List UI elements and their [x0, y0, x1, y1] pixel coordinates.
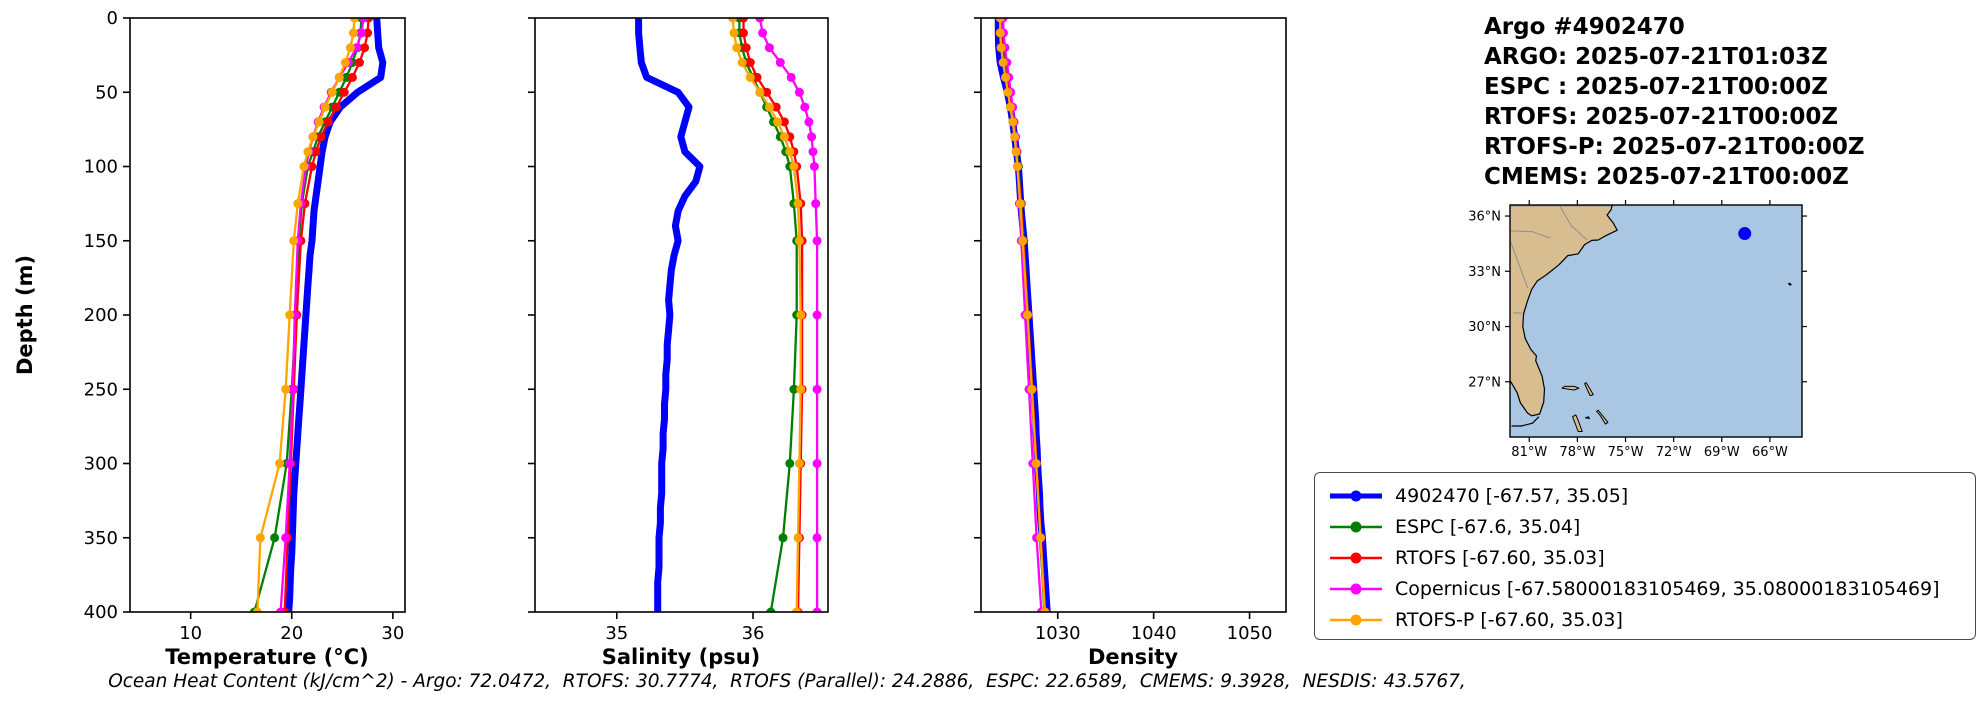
map-island-bahamas: [1596, 409, 1609, 425]
map-lon-tick-label: 81°W: [1511, 445, 1547, 460]
series-markers-RTOFS-P: [728, 18, 806, 612]
y-tick-label: 250: [84, 379, 118, 400]
legend-item: 4902470 [-67.57, 35.05]: [1327, 480, 1975, 511]
y-tick-label: 150: [84, 231, 118, 252]
x-tick-label: 36: [742, 623, 765, 644]
legend-marker-icon: [1330, 490, 1382, 501]
header-line: Argo #4902470: [1484, 14, 1685, 40]
legend-marker-icon: [1330, 583, 1382, 594]
header-line: CMEMS: 2025-07-21T00:00Z: [1484, 164, 1849, 190]
location-map: 36°N 33°N 30°N 27°N 81°W 78°W 75°W 72°W 69°W 66°W: [1468, 200, 1807, 460]
legend-item: ESPC [-67.6, 35.04]: [1327, 511, 1975, 542]
legend-marker-icon: [1330, 521, 1382, 532]
legend-label: RTOFS [-67.60, 35.03]: [1395, 546, 1605, 569]
legend-item: RTOFS [-67.60, 35.03]: [1327, 542, 1975, 573]
x-axis-title-density: Density: [1087, 645, 1179, 669]
y-tick-label: 350: [84, 528, 118, 549]
map-lon-tick-label: 78°W: [1559, 445, 1595, 460]
legend-label: Copernicus [-67.58000183105469, 35.08000…: [1395, 577, 1940, 600]
series-markers-RTOFS-P: [995, 18, 1050, 612]
map-state-border-line: [1513, 312, 1523, 314]
map-lon-tick-label: 75°W: [1608, 445, 1644, 460]
map-lat-tick-label: 30°N: [1468, 320, 1501, 335]
map-lat-tick-label: 36°N: [1468, 210, 1501, 225]
panel-frame: [129, 17, 406, 613]
x-tick-label: 1050: [1227, 623, 1273, 644]
map-lon-tick-label: 69°W: [1704, 445, 1740, 460]
map-island-bahamas: [1584, 416, 1590, 420]
legend-label: RTOFS-P [-67.60, 35.03]: [1395, 608, 1623, 631]
x-tick-label: 1030: [1035, 623, 1081, 644]
series-markers-Copernicus: [755, 18, 822, 612]
map-island-bahamas: [1584, 382, 1594, 397]
argo-float-position-marker: [1738, 227, 1752, 241]
y-axis-title-depth: Depth (m): [13, 254, 37, 376]
map-florida-keys: [1511, 416, 1540, 427]
map-land-us-east-coast: [1510, 205, 1618, 417]
legend-marker-icon: [1330, 552, 1382, 563]
y-tick-label: 300: [84, 454, 118, 475]
map-frame: [1509, 204, 1803, 438]
series-line-4902470: [285, 18, 387, 612]
y-tick-label: 0: [107, 8, 118, 29]
map-lat-tick-label: 33°N: [1468, 265, 1501, 280]
x-axis-title-salinity: Salinity (psu): [601, 645, 761, 669]
header-block: Argo #4902470 ARGO: 2025-07-21T01:03Z ESPC…: [1484, 12, 1865, 192]
x-tick-label: 30: [381, 623, 404, 644]
series-markers-RTOFS-P: [252, 18, 359, 612]
legend-label: 4902470 [-67.57, 35.05]: [1395, 484, 1629, 507]
map-island-bermuda: [1787, 282, 1792, 286]
y-tick-label: 100: [84, 157, 118, 178]
panel-salinity: 35 36: [528, 17, 829, 644]
series-line-4902470: [635, 18, 704, 612]
map-island-bahamas: [1561, 385, 1580, 391]
map-island-bahamas: [1572, 414, 1583, 432]
header-line: RTOFS: 2025-07-21T00:00Z: [1484, 104, 1839, 130]
header-line: RTOFS-P: 2025-07-21T00:00Z: [1484, 134, 1865, 160]
y-tick-label: 50: [95, 82, 118, 103]
header-line: ESPC : 2025-07-21T00:00Z: [1484, 74, 1828, 100]
legend-box: 4902470 [-67.57, 35.05] ESPC [-67.6, 35.0…: [1314, 472, 1976, 640]
legend-marker-icon: [1330, 614, 1382, 625]
header-line: ARGO: 2025-07-21T01:03Z: [1484, 44, 1828, 70]
panel-density: 1030 1040 1050: [974, 17, 1287, 644]
ocean-heat-content-caption: Ocean Heat Content (kJ/cm^2) - Argo: 72.…: [108, 671, 1466, 692]
x-tick-label: 10: [179, 623, 202, 644]
map-state-border-line: [1559, 205, 1588, 241]
x-axis-title-temperature: Temperature (°C): [165, 645, 369, 669]
x-tick-label: 20: [280, 623, 303, 644]
map-lon-tick-label: 72°W: [1656, 445, 1692, 460]
map-lat-tick-label: 27°N: [1468, 375, 1501, 390]
map-lon-tick-label: 66°W: [1752, 445, 1788, 460]
map-state-border-line: [1510, 230, 1551, 239]
legend-label: ESPC [-67.6, 35.04]: [1395, 515, 1581, 538]
legend-item: Copernicus [-67.58000183105469, 35.08000…: [1327, 573, 1975, 604]
y-tick-label: 200: [84, 305, 118, 326]
x-tick-label: 1040: [1131, 623, 1177, 644]
y-tick-label: 400: [84, 602, 118, 623]
x-tick-label: 35: [605, 623, 628, 644]
legend-item: RTOFS-P [-67.60, 35.03]: [1327, 604, 1975, 635]
